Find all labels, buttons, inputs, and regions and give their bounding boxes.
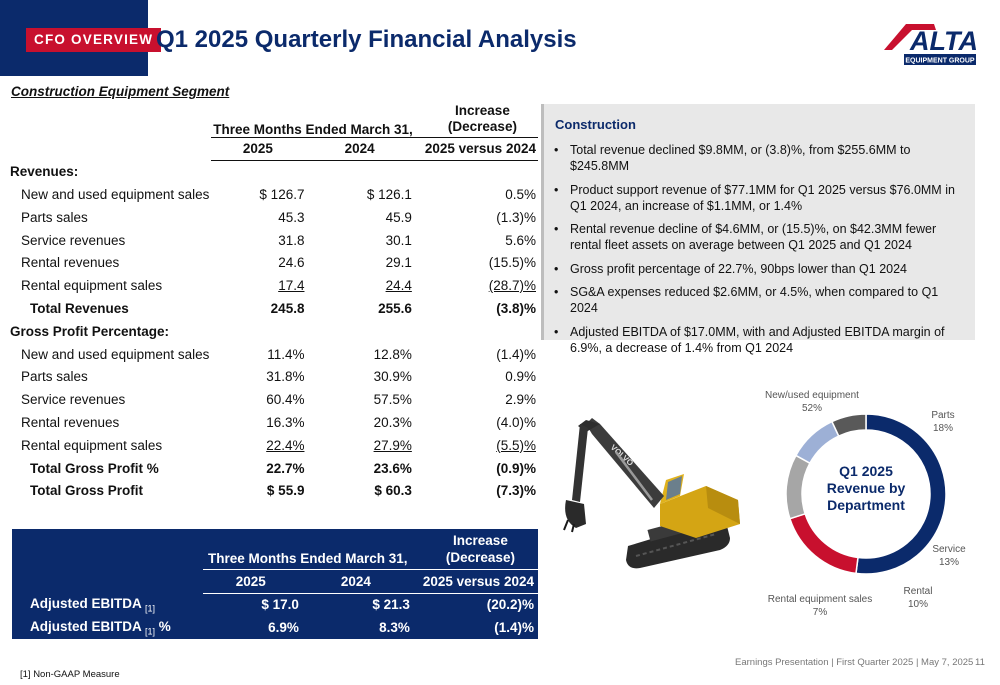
col-header-compare: 2025 versus 2024 xyxy=(412,569,538,594)
revenue-donut-chart: New/used equipment 52% Parts 18% Service 13% R… xyxy=(765,390,966,618)
segment-title: Construction Equipment Segment xyxy=(11,84,230,99)
table-row: New and used equipment sales $ 126.7 $ 1… xyxy=(21,186,536,202)
table-row: Rental revenues 16.3% 20.3% (4.0)% xyxy=(21,414,536,430)
footnote: [1] Non-GAAP Measure xyxy=(20,669,120,680)
donut-slice-rental-equipment-sales xyxy=(830,413,867,438)
adjusted-ebitda-panel: Three Months Ended March 31, Increase (De… xyxy=(12,529,538,639)
table-row-total: Total Revenues 245.8 255.6 (3.8)% xyxy=(30,300,536,316)
commentary-title: Construction xyxy=(555,117,636,132)
commentary-bullets: Total revenue declined $9.8MM, or (3.8)%… xyxy=(554,142,966,363)
list-item: Total revenue declined $9.8MM, or (3.8)%… xyxy=(554,142,966,174)
page-title: Q1 2025 Quarterly Financial Analysis xyxy=(156,26,577,53)
table-header-row: Three Months Ended March 31, Increase (De… xyxy=(10,103,538,138)
table-row: New and used equipment sales 11.4% 12.8%… xyxy=(21,346,536,362)
table-header-row: Three Months Ended March 31, Increase (De… xyxy=(12,529,538,570)
list-item: Rental revenue decline of $4.6MM, or (15… xyxy=(554,221,966,253)
col-header-2025: 2025 xyxy=(202,569,302,594)
excavator-image: VOLVO xyxy=(563,418,740,569)
table-row: Rental revenues 24.6 29.1 (15.5)% xyxy=(21,255,536,271)
section-label-row: Gross Profit Percentage: xyxy=(10,320,538,343)
donut-labels: New/used equipment 52% Parts 18% Service 13% R… xyxy=(765,390,966,618)
table-row: Service revenues 31.8 30.1 5.6% xyxy=(21,232,536,248)
segment-financials-table: Three Months Ended March 31, Increase (De… xyxy=(10,103,538,502)
period-header: Three Months Ended March 31, xyxy=(202,529,413,570)
table-row: Parts sales 45.3 45.9 (1.3)% xyxy=(21,209,536,225)
logo-mark-icon: ALTA xyxy=(884,24,976,56)
commentary-panel: Construction Total revenue declined $9.8… xyxy=(541,104,975,355)
company-logo: ALTA EQUIPMENT GROUP xyxy=(884,24,976,65)
col-header-compare: 2025 versus 2024 xyxy=(414,137,538,161)
logo-wordmark: ALTA xyxy=(909,26,976,56)
adjusted-ebitda-table: Three Months Ended March 31, Increase (De… xyxy=(12,529,538,639)
increase-header: Increase (Decrease) xyxy=(414,103,538,138)
list-item: SG&A expenses reduced $2.6MM, or 4.5%, w… xyxy=(554,284,966,316)
col-header-2025: 2025 xyxy=(211,137,308,161)
slice-category-label: New/used equipment xyxy=(765,390,859,401)
logo-subtitle: EQUIPMENT GROUP xyxy=(905,58,975,65)
list-item: Product support revenue of $77.1MM for Q… xyxy=(554,182,966,214)
table-subheader-row: 2025 2024 2025 versus 2024 xyxy=(10,137,538,161)
header-bar: CFO OVERVIEW Q1 2025 Quarterly Financial… xyxy=(0,0,1000,76)
slice-category-label: Parts xyxy=(931,410,954,421)
section-label-row: Revenues: xyxy=(10,160,538,183)
table-row: Parts sales 31.8% 30.9% 0.9% xyxy=(21,369,536,385)
list-item: Adjusted EBITDA of $17.0MM, with and Adj… xyxy=(554,324,966,356)
table-row: Rental equipment sales 22.4% 27.9% (5.5)… xyxy=(21,437,536,453)
slice-value-label: 18% xyxy=(933,423,953,434)
table-row-total: Total Gross Profit % 22.7% 23.6% (0.9)% xyxy=(30,460,536,476)
footer-text: Earnings Presentation | First Quarter 20… xyxy=(735,657,974,668)
period-header: Three Months Ended March 31, xyxy=(211,103,415,138)
table-row-total: Total Gross Profit $ 55.9 $ 60.3 (7.3)% xyxy=(30,483,536,499)
table-row: Adjusted EBITDA [1] $ 17.0 $ 21.3 (20.2)… xyxy=(30,595,534,614)
section-tag: CFO OVERVIEW xyxy=(26,28,162,52)
donut-slice-rental xyxy=(794,420,840,465)
chart-title-line: Revenue by xyxy=(827,480,906,496)
gross-profit-label: Gross Profit Percentage: xyxy=(10,323,170,339)
table-row: Service revenues 60.4% 57.5% 2.9% xyxy=(21,392,536,408)
increase-header: Increase (Decrease) xyxy=(412,529,538,570)
chart-title-line: Q1 2025 xyxy=(839,463,893,479)
revenues-label: Revenues: xyxy=(10,164,79,180)
slice-value-label: 13% xyxy=(939,557,959,568)
slice-value-label: 10% xyxy=(908,599,928,610)
col-header-2024: 2024 xyxy=(307,137,415,161)
list-item: Gross profit percentage of 22.7%, 90bps … xyxy=(554,261,966,277)
chart-title-line: Department xyxy=(827,497,905,513)
donut-slices xyxy=(785,413,947,575)
chart-title: Q1 2025 Revenue by Department xyxy=(827,463,906,513)
slice-category-label: Service xyxy=(932,544,966,555)
donut-slice-service xyxy=(785,454,811,520)
slice-value-label: 7% xyxy=(813,607,828,618)
table-row: Rental equipment sales 17.4 24.4 (28.7)% xyxy=(21,278,536,294)
page-number: 11 xyxy=(975,657,985,668)
slice-value-label: 52% xyxy=(802,403,822,414)
slice-category-label: Rental xyxy=(904,586,933,597)
slice-category-label: Rental equipment sales xyxy=(768,594,873,605)
table-subheader-row: 2025 2024 2025 versus 2024 xyxy=(12,569,538,594)
col-header-2024: 2024 xyxy=(301,569,413,594)
donut-slice-parts xyxy=(788,512,859,575)
table-row: Adjusted EBITDA [1] % 6.9% 8.3% (1.4)% xyxy=(30,618,534,637)
